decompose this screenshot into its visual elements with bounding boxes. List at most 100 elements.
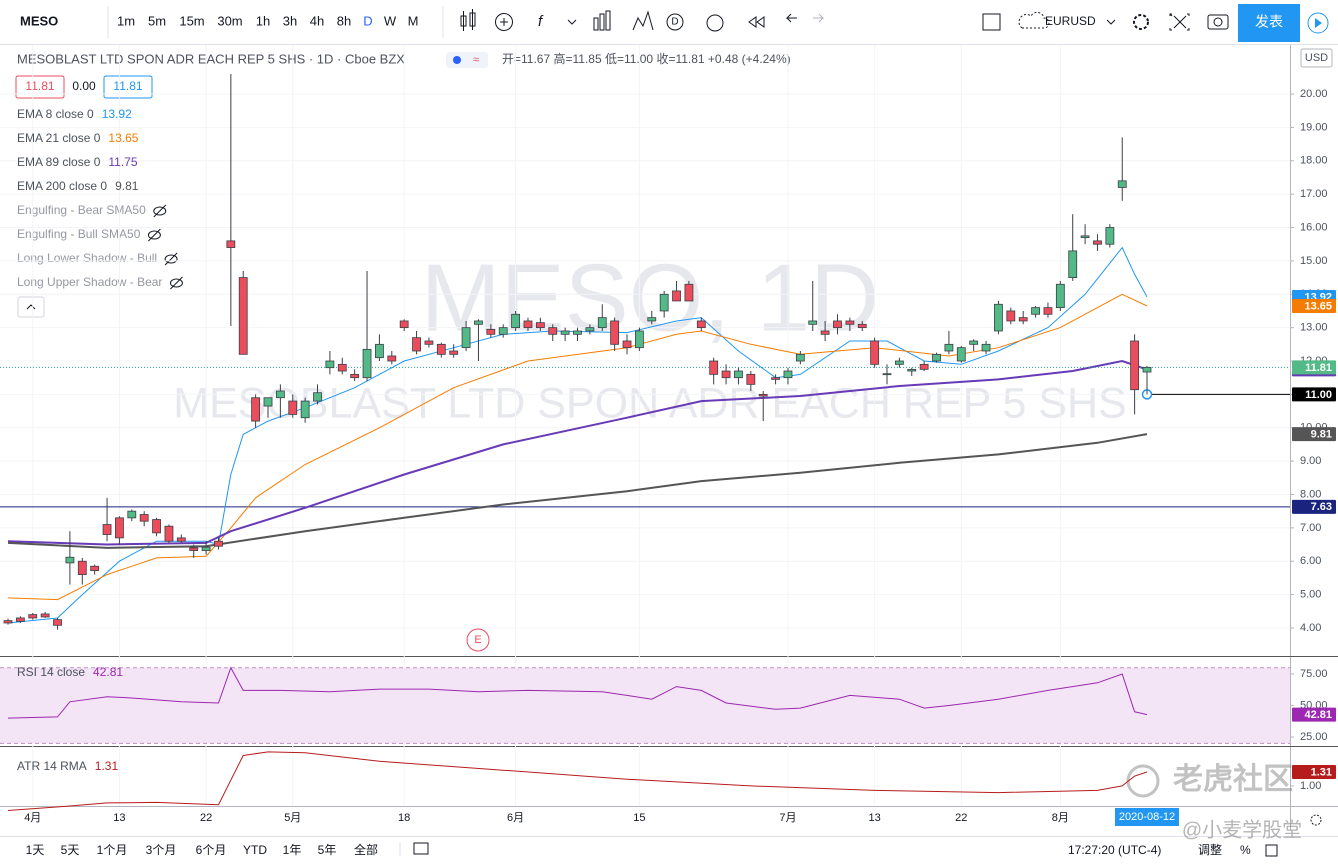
alert-icon[interactable]: [706, 14, 724, 32]
candle-body: [845, 320, 855, 325]
eye-off-icon[interactable]: [164, 254, 178, 264]
eye-off-icon[interactable]: [153, 206, 167, 216]
range-button[interactable]: 全部: [354, 842, 378, 857]
log-button[interactable]: [1265, 844, 1278, 857]
candle-body: [1105, 227, 1115, 245]
redo-icon[interactable]: [813, 13, 825, 23]
symbol[interactable]: MESO: [20, 13, 58, 28]
add-indicator-icon[interactable]: [495, 13, 513, 31]
interval-button[interactable]: 3h: [283, 13, 297, 28]
collapse-icon: [26, 304, 36, 310]
publish-button[interactable]: [1238, 4, 1300, 42]
collapse-button[interactable]: [17, 296, 45, 318]
interval-button[interactable]: 5m: [148, 13, 166, 28]
candle-icon[interactable]: [460, 9, 476, 31]
compare-symbol[interactable]: EURUSD: [1045, 14, 1096, 28]
candle-body: [486, 328, 496, 335]
eye-off-slash: [148, 228, 161, 242]
price-tag-label: 9.81: [1311, 428, 1332, 440]
interval-button[interactable]: M: [408, 13, 419, 28]
candle-body: [424, 340, 434, 345]
toolbar: [0, 0, 1338, 44]
currency-box[interactable]: [1300, 48, 1333, 68]
candle-body: [40, 613, 50, 618]
y-tick-label: 4.00: [1300, 622, 1321, 634]
interval-button[interactable]: D: [363, 13, 372, 28]
x-tick-label: 18: [398, 812, 410, 824]
interval-button[interactable]: 30m: [217, 13, 242, 28]
dropdown-icon[interactable]: [1106, 19, 1116, 25]
candle-body: [337, 363, 347, 372]
candle-body: [771, 377, 780, 380]
play-icon[interactable]: [1307, 12, 1329, 34]
candle-body: [820, 330, 830, 335]
y-tick-label: 17.00: [1300, 188, 1328, 200]
range-button[interactable]: 3个月: [146, 843, 177, 857]
candle-body: [1006, 310, 1016, 322]
candle-body: [238, 277, 248, 355]
price-tag-label: 1.31: [1311, 766, 1332, 778]
y-tick-label: 9.00: [1300, 455, 1321, 467]
x-tick-label: 7月: [779, 812, 796, 824]
settings-icon[interactable]: [1133, 14, 1149, 30]
candle-body: [907, 368, 917, 372]
candle-body: [300, 400, 310, 419]
candle-body: [263, 397, 273, 407]
candle-body: [684, 283, 694, 302]
cloud-icon[interactable]: [1018, 11, 1050, 29]
fullscreen-icon[interactable]: [1169, 13, 1190, 31]
candle-body: [585, 327, 595, 332]
candle-body: [362, 348, 372, 379]
interval-button[interactable]: 1m: [117, 13, 135, 28]
undo-icon[interactable]: [785, 13, 797, 23]
x-tick-label: 4月: [24, 812, 41, 824]
price-box[interactable]: [15, 75, 65, 99]
interval-button[interactable]: 1h: [256, 13, 270, 28]
range-button[interactable]: 1个月: [97, 843, 128, 857]
interval-button[interactable]: 4h: [310, 13, 324, 28]
layout-icon[interactable]: [982, 13, 1001, 31]
dropdown-icon[interactable]: [567, 19, 577, 25]
percent-button[interactable]: %: [1240, 843, 1251, 857]
candle-body: [399, 320, 409, 329]
fx-icon[interactable]: f: [538, 13, 544, 30]
eye-off-icon[interactable]: [169, 278, 183, 288]
hidden-indicator: Long Lower Shadow - Bull: [17, 251, 157, 265]
price-box[interactable]: [103, 75, 153, 99]
legend-toggle[interactable]: ≈: [446, 52, 488, 68]
date-range-icon[interactable]: [413, 842, 429, 855]
interval-button[interactable]: 15m: [179, 13, 204, 28]
bars-icon[interactable]: [593, 10, 611, 31]
candle-body: [635, 330, 644, 349]
publish-label: 发表: [1255, 14, 1283, 30]
range-button[interactable]: YTD: [243, 843, 267, 857]
candle-body: [994, 303, 1003, 332]
candle-body: [597, 317, 607, 329]
price-tag: [1292, 427, 1336, 442]
d-icon[interactable]: [666, 13, 684, 31]
range-button[interactable]: 1年: [283, 843, 302, 857]
interval-button[interactable]: 8h: [337, 13, 351, 28]
eye-off-icon[interactable]: [147, 230, 161, 240]
price-box-text: 11.81: [113, 79, 142, 93]
candle-body: [932, 353, 941, 362]
range-button[interactable]: 5天: [61, 843, 80, 857]
adjust-button[interactable]: 调整: [1198, 842, 1222, 857]
range-button[interactable]: 1天: [26, 843, 45, 857]
snapshot-icon[interactable]: [1207, 14, 1229, 30]
replay-icon[interactable]: [748, 16, 765, 28]
interval-button[interactable]: W: [384, 13, 397, 28]
candle-body: [523, 320, 533, 329]
candle-body: [325, 360, 335, 369]
candle-body: [610, 320, 620, 345]
candle-body: [622, 340, 632, 349]
compare-icon[interactable]: [632, 10, 654, 31]
x-tick-label: 15: [633, 812, 645, 824]
range-button[interactable]: 5年: [318, 843, 337, 857]
range-button[interactable]: 6个月: [196, 843, 227, 857]
candle-body: [573, 330, 582, 335]
axis-settings-icon[interactable]: [1310, 814, 1322, 826]
earnings-marker[interactable]: [466, 628, 490, 652]
candle-body: [981, 343, 991, 352]
